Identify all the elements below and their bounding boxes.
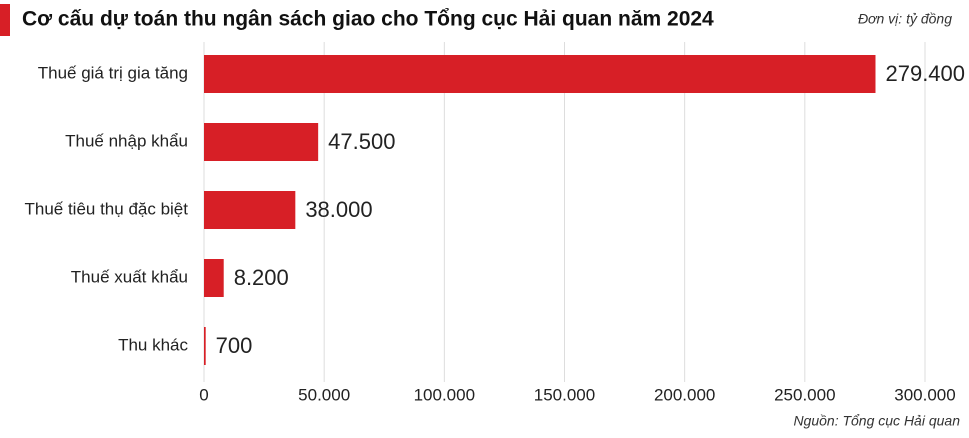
value-label: 8.200: [234, 265, 289, 290]
x-tick-label: 0: [199, 385, 208, 404]
value-label: 38.000: [305, 197, 372, 222]
x-tick-label: 150.000: [534, 385, 595, 404]
category-label: Thu khác: [118, 335, 188, 354]
x-tick-label: 100.000: [414, 385, 475, 404]
category-label: Thuế giá trị gia tăng: [38, 63, 188, 82]
title-accent: [0, 4, 10, 36]
x-tick-label: 250.000: [774, 385, 835, 404]
unit-note: Đơn vị: tỷ đồng: [858, 11, 952, 27]
x-tick-label: 50.000: [298, 385, 350, 404]
source-note: Nguồn: Tổng cục Hải quan: [793, 413, 960, 429]
bar: [204, 123, 319, 161]
x-tick-label: 200.000: [654, 385, 715, 404]
value-label: 700: [216, 333, 253, 358]
value-label: 279.400: [885, 61, 965, 86]
bar: [204, 191, 296, 229]
bar: [204, 55, 876, 93]
category-label: Thuế xuất khẩu: [71, 267, 188, 286]
bar: [204, 327, 206, 365]
category-label: Thuế tiêu thụ đặc biệt: [24, 199, 188, 218]
value-label: 47.500: [328, 129, 395, 154]
category-label: Thuế nhập khẩu: [65, 131, 188, 150]
bar: [204, 259, 224, 297]
chart-title: Cơ cấu dự toán thu ngân sách giao cho Tổ…: [22, 8, 714, 31]
x-tick-label: 300.000: [894, 385, 955, 404]
